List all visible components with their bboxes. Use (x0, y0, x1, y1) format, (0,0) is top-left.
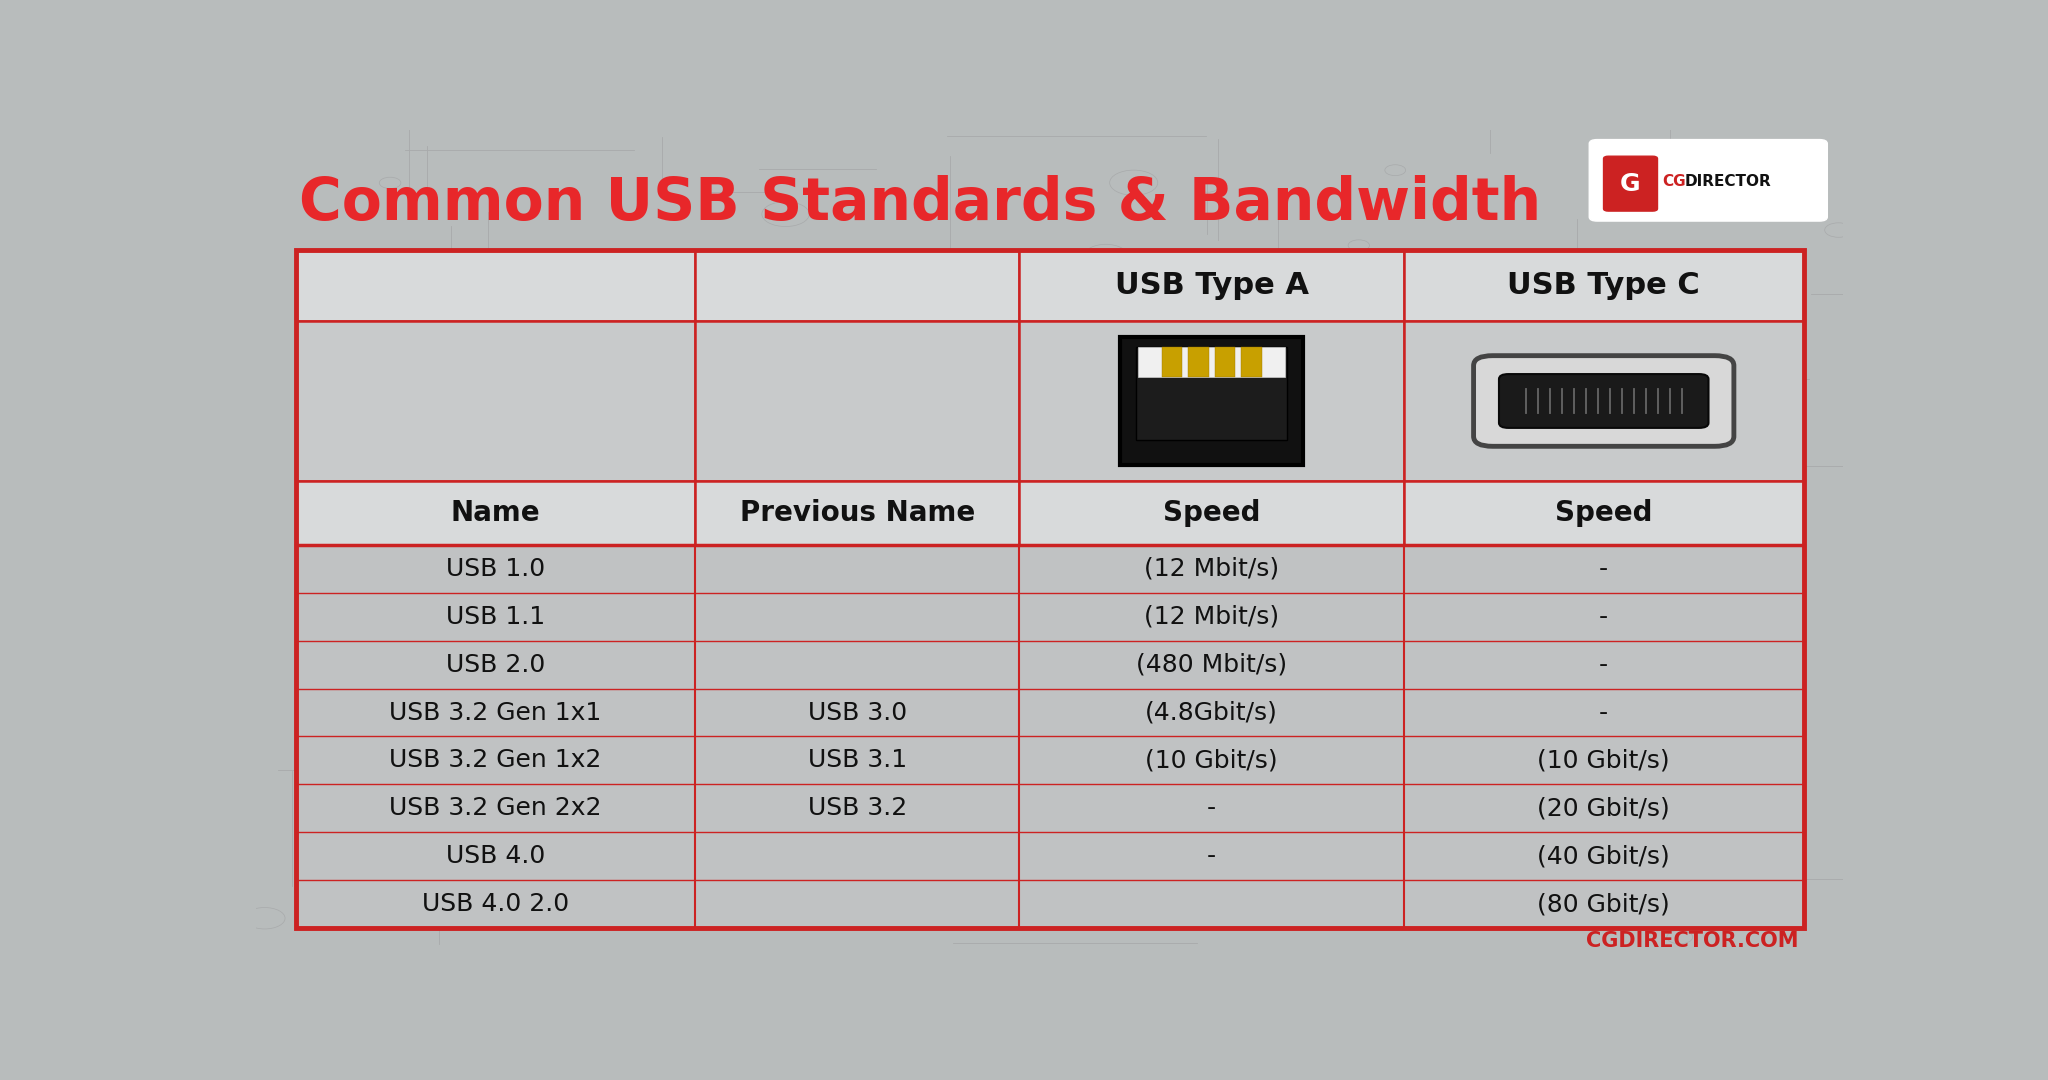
Text: (480 Mbit/s): (480 Mbit/s) (1137, 652, 1288, 677)
Text: USB 4.0 2.0: USB 4.0 2.0 (422, 892, 569, 916)
Text: (12 Mbit/s): (12 Mbit/s) (1145, 605, 1280, 629)
Text: DIRECTOR: DIRECTOR (1683, 174, 1772, 189)
Text: USB 2.0: USB 2.0 (446, 652, 545, 677)
Bar (295, 251, 694, 322)
Bar (295, 322, 694, 481)
Text: USB 4.0: USB 4.0 (446, 845, 545, 868)
Text: USB 3.2 Gen 1x2: USB 3.2 Gen 1x2 (389, 748, 602, 772)
Text: G: G (1620, 172, 1640, 195)
Text: USB Type A: USB Type A (1114, 271, 1309, 300)
FancyBboxPatch shape (1589, 139, 1827, 221)
Text: USB 3.2 Gen 1x1: USB 3.2 Gen 1x1 (389, 701, 602, 725)
Text: Common USB Standards & Bandwidth: Common USB Standards & Bandwidth (299, 175, 1540, 232)
Text: USB 3.2: USB 3.2 (807, 796, 907, 821)
Text: (20 Gbit/s): (20 Gbit/s) (1538, 796, 1669, 821)
Text: CGDIRECTOR.COM: CGDIRECTOR.COM (1587, 931, 1798, 951)
Bar (1241, 347, 1262, 377)
Text: USB 3.0: USB 3.0 (807, 701, 907, 725)
Bar (1405, 251, 1804, 322)
Bar (1020, 322, 1405, 481)
Bar (1137, 347, 1288, 440)
Text: Speed: Speed (1554, 499, 1653, 527)
Bar (1020, 481, 1405, 545)
Bar (1405, 481, 1804, 545)
Text: -: - (1599, 701, 1608, 725)
Text: USB Type C: USB Type C (1507, 271, 1700, 300)
Text: (10 Gbit/s): (10 Gbit/s) (1145, 748, 1278, 772)
Text: (40 Gbit/s): (40 Gbit/s) (1538, 845, 1669, 868)
Text: -: - (1599, 557, 1608, 581)
Text: (12 Mbit/s): (12 Mbit/s) (1145, 557, 1280, 581)
Bar (1188, 347, 1208, 377)
Text: -: - (1599, 605, 1608, 629)
Text: Previous Name: Previous Name (739, 499, 975, 527)
Text: CG: CG (1663, 174, 1686, 189)
Bar (694, 322, 1020, 481)
Text: -: - (1206, 845, 1217, 868)
Text: USB 3.1: USB 3.1 (807, 748, 907, 772)
Bar (1020, 251, 1405, 322)
Bar (1214, 347, 1235, 377)
Text: -: - (1599, 652, 1608, 677)
Bar (1139, 347, 1286, 377)
Text: USB 3.2 Gen 2x2: USB 3.2 Gen 2x2 (389, 796, 602, 821)
Text: USB 1.1: USB 1.1 (446, 605, 545, 629)
Text: Speed: Speed (1163, 499, 1260, 527)
Bar (295, 545, 1804, 928)
Text: -: - (1206, 796, 1217, 821)
Bar (295, 251, 1804, 928)
Bar (1120, 337, 1303, 465)
Text: (10 Gbit/s): (10 Gbit/s) (1538, 748, 1669, 772)
FancyBboxPatch shape (1499, 374, 1708, 428)
Text: (4.8Gbit/s): (4.8Gbit/s) (1145, 701, 1278, 725)
FancyBboxPatch shape (1604, 157, 1657, 211)
Bar (1161, 347, 1182, 377)
Text: USB 1.0: USB 1.0 (446, 557, 545, 581)
Bar (694, 251, 1020, 322)
Bar (295, 481, 694, 545)
FancyBboxPatch shape (1475, 355, 1735, 446)
Bar (1405, 322, 1804, 481)
Text: (80 Gbit/s): (80 Gbit/s) (1538, 892, 1669, 916)
Bar (694, 481, 1020, 545)
Text: Name: Name (451, 499, 541, 527)
